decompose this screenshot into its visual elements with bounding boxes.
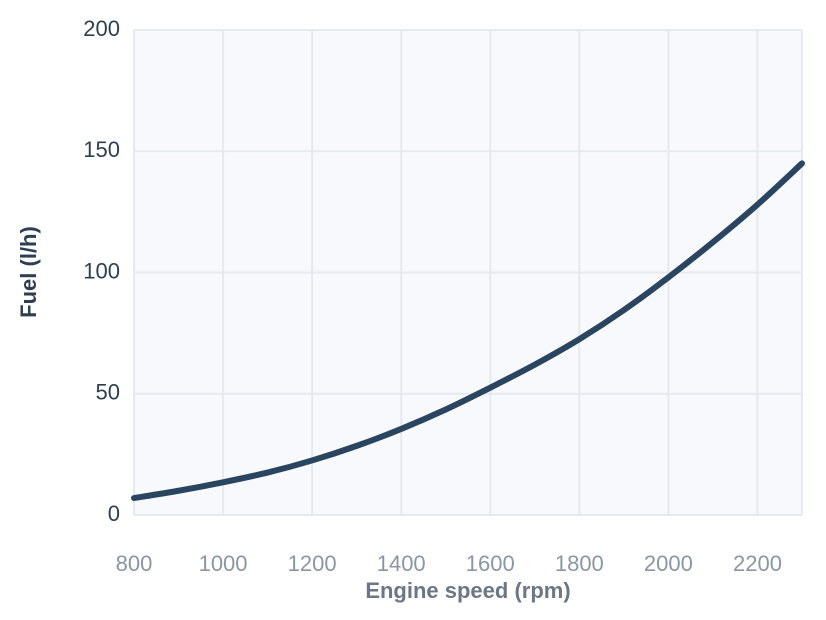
y-tick-label: 100: [83, 258, 120, 283]
grid-layer: [133, 29, 803, 516]
x-axis-ticks: 800 1000 1200 1400 1600 1800 2000 2200: [116, 551, 782, 576]
series-layer: [131, 160, 805, 502]
y-tick-label: 50: [96, 380, 120, 405]
y-tick-label: 0: [108, 501, 120, 526]
x-tick-label: 1200: [288, 551, 337, 576]
x-axis-title: Engine speed (rpm): [365, 578, 570, 603]
y-tick-label: 150: [83, 137, 120, 162]
x-tick-label: 1000: [199, 551, 248, 576]
x-tick-label: 2000: [644, 551, 693, 576]
fuel-series-line: [131, 160, 805, 502]
y-tick-label: 200: [83, 16, 120, 41]
x-tick-label: 800: [116, 551, 153, 576]
y-axis-ticks: 0 50 100 150 200: [83, 16, 120, 526]
x-tick-label: 1400: [377, 551, 426, 576]
x-tick-label: 1800: [555, 551, 604, 576]
x-tick-label: 2200: [733, 551, 782, 576]
x-tick-label: 1600: [466, 551, 515, 576]
y-axis-title: Fuel (l/h): [16, 226, 41, 318]
